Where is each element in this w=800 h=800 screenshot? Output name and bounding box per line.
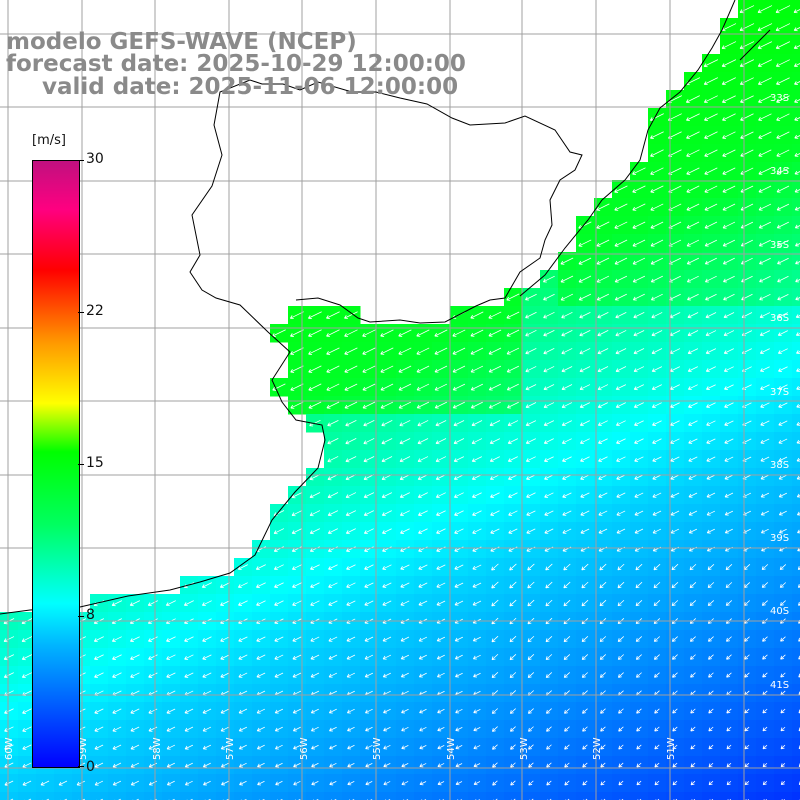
colorbar-tick-22: 22 xyxy=(86,303,104,319)
lon-labels: 60W 59W 58W 57W 56W 55W 54W 53W 52W 51W xyxy=(4,737,677,760)
lon-label: 52W xyxy=(592,737,603,760)
title-forecast-date: forecast date: 2025-10-29 12:00:00 xyxy=(6,51,466,77)
lon-label: 57W xyxy=(225,737,236,760)
lon-label: 60W xyxy=(4,737,15,760)
lon-label: 56W xyxy=(299,737,310,760)
lat-label: 36S xyxy=(770,313,789,324)
lat-label: 34S xyxy=(770,166,789,177)
colorbar xyxy=(32,160,80,768)
colorbar-tick-15: 15 xyxy=(86,455,104,471)
lon-label: 55W xyxy=(372,737,383,760)
colorbar-tick-8: 8 xyxy=(86,607,95,623)
lat-label: 37S xyxy=(770,387,789,398)
lat-label: 41S xyxy=(770,680,789,691)
lat-label: 38S xyxy=(770,460,789,471)
lon-label: 54W xyxy=(446,737,457,760)
coastline-east xyxy=(519,0,771,297)
lat-label: 39S xyxy=(770,533,789,544)
lon-label: 51W xyxy=(666,737,677,760)
colorbar-unit: [m/s] xyxy=(32,133,66,148)
lon-label: 58W xyxy=(152,737,163,760)
title-valid-date: valid date: 2025-11-06 12:00:00 xyxy=(42,74,459,100)
colorbar-tick-0: 0 xyxy=(86,759,95,775)
coastline xyxy=(0,79,583,615)
lat-label: 33S xyxy=(770,93,789,104)
lon-label: 53W xyxy=(519,737,530,760)
title-model: modelo GEFS-WAVE (NCEP) xyxy=(6,29,357,55)
lat-label: 40S xyxy=(770,606,789,617)
wind-arrows xyxy=(3,5,800,800)
lat-labels: 33S 34S 35S 36S 37S 38S 39S 40S 41S xyxy=(770,93,789,691)
lat-label: 35S xyxy=(770,240,789,251)
colorbar-tick-30: 30 xyxy=(86,151,104,167)
lon-label: 59W xyxy=(78,737,89,760)
